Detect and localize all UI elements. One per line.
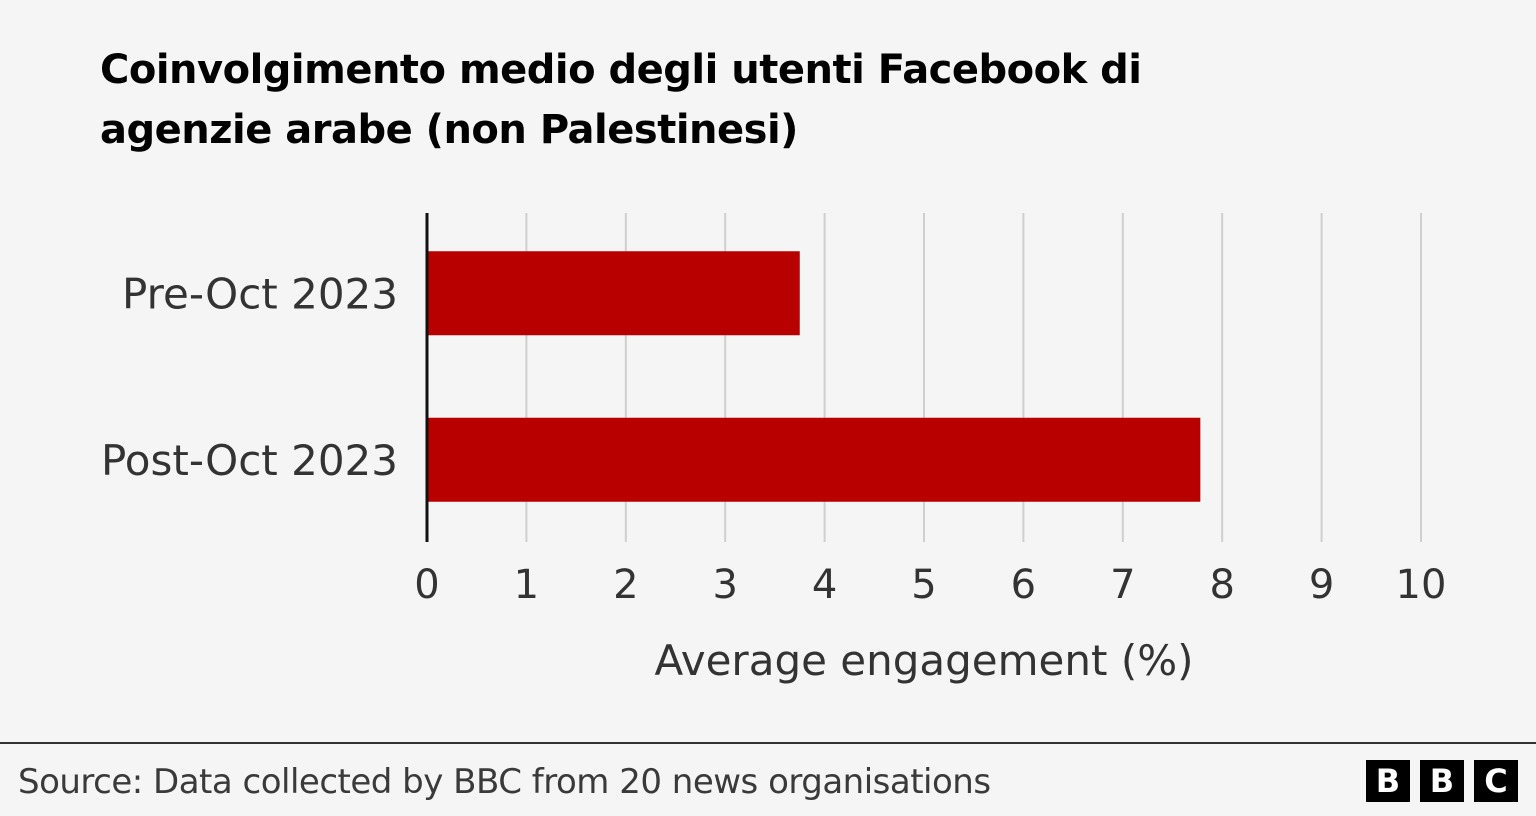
chart-title: Coinvolgimento medio degli utenti Facebo… [100,47,1142,153]
footer-divider [0,742,1536,744]
logo-letter: B [1420,760,1464,802]
bars [427,251,1201,502]
bar [427,417,1201,502]
x-tick-label: 7 [1110,562,1135,608]
category-label: Post-Oct 2023 [101,436,398,485]
category-labels: Pre-Oct 2023 Post-Oct 2023 [101,269,398,485]
x-tick-label: 0 [414,562,439,608]
x-tick-label: 10 [1396,562,1447,608]
x-tick-label: 5 [911,562,936,608]
x-tick-label: 3 [712,562,737,608]
x-tick-label: 6 [1011,562,1036,608]
x-tick-label: 9 [1309,562,1334,608]
logo-letter: C [1474,760,1518,802]
x-axis-label: Average engagement (%) [654,636,1193,685]
x-tick-label: 8 [1209,562,1234,608]
x-tick-label: 4 [812,562,837,608]
bar [427,251,800,336]
bbc-logo: B B C [1366,760,1518,802]
x-tick-labels: 0 1 2 3 4 5 6 7 8 9 10 [414,562,1446,608]
x-tick-label: 2 [613,562,638,608]
category-label: Pre-Oct 2023 [122,269,398,318]
source-note: Source: Data collected by BBC from 20 ne… [18,762,991,802]
logo-letter: B [1366,760,1410,802]
x-tick-label: 1 [514,562,539,608]
bar-chart: Pre-Oct 2023 Post-Oct 2023 0 1 2 3 4 5 6 7 8 9 10 A… [101,213,1446,685]
